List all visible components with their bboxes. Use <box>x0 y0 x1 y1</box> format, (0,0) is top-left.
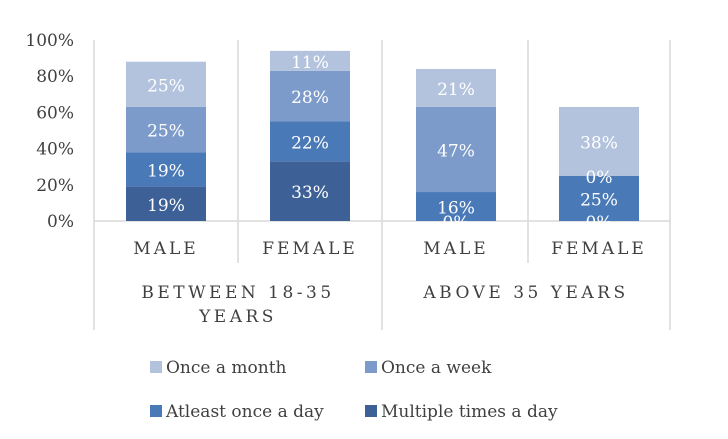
data-label: 25% <box>147 122 185 142</box>
data-label: 25% <box>580 190 618 210</box>
bar-segment <box>126 61 206 107</box>
legend-swatch <box>150 361 162 373</box>
group-label: ABOVE 35 YEARS <box>422 283 628 303</box>
bars <box>126 50 639 221</box>
data-label: 0% <box>586 213 613 233</box>
category-label: FEMALE <box>551 239 647 259</box>
bar-segment <box>270 70 350 122</box>
category-label: FEMALE <box>262 239 358 259</box>
bar-segment <box>270 50 350 71</box>
bar-segment <box>270 161 350 221</box>
data-label: 11% <box>291 53 329 73</box>
legend-label: Multiple times a day <box>381 402 558 422</box>
legend-label: Once a month <box>166 358 287 378</box>
bar-segment <box>416 192 496 221</box>
bar-segment <box>416 68 496 107</box>
x-axis-categories: MALE FEMALE MALE FEMALE BETWEEN 18-35 YEARS AB… <box>133 239 647 327</box>
legend-swatch <box>365 405 377 417</box>
legend-swatch <box>150 405 162 417</box>
data-label: 19% <box>147 161 185 181</box>
legend-label: Once a week <box>381 358 492 378</box>
bar-segment <box>126 106 206 153</box>
bar-segment <box>126 152 206 187</box>
legend-label: Atleast once a day <box>165 402 324 422</box>
data-label: 25% <box>147 76 185 96</box>
data-label: 33% <box>291 183 329 203</box>
y-tick-label: 0% <box>47 212 74 232</box>
bar-segment <box>559 175 639 221</box>
group-label-line: YEARS <box>198 307 277 327</box>
data-label: 0% <box>586 168 613 188</box>
category-label: MALE <box>133 239 198 259</box>
data-label: 38% <box>580 133 618 153</box>
data-labels: 19%19%25%25%33%22%28%11%0%16%47%21%0%25%… <box>147 53 618 233</box>
y-tick-label: 40% <box>36 140 74 160</box>
group-label-line: BETWEEN 18-35 <box>141 283 334 303</box>
legend: Once a month Once a week Atleast once a da… <box>150 358 558 422</box>
bar-segment <box>416 106 496 193</box>
y-tick-label: 80% <box>36 67 74 87</box>
data-label: 28% <box>291 88 329 108</box>
bar-segment <box>270 121 350 162</box>
legend-swatch <box>365 361 377 373</box>
data-label: 21% <box>437 80 475 100</box>
y-axis-ticks: 0% 20% 40% 60% 80% 100% <box>25 31 74 232</box>
category-label: MALE <box>423 239 488 259</box>
data-label: 0% <box>443 213 470 233</box>
bar-segment <box>559 106 639 176</box>
data-label: 22% <box>291 133 329 153</box>
data-label: 47% <box>437 142 475 162</box>
data-label: 19% <box>147 196 185 216</box>
bar-segment <box>126 186 206 221</box>
y-tick-label: 20% <box>36 176 74 196</box>
y-tick-label: 60% <box>36 103 74 123</box>
group-label: BETWEEN 18-35 YEARS <box>141 283 334 327</box>
data-label: 16% <box>437 199 475 219</box>
y-tick-label: 100% <box>25 31 74 51</box>
